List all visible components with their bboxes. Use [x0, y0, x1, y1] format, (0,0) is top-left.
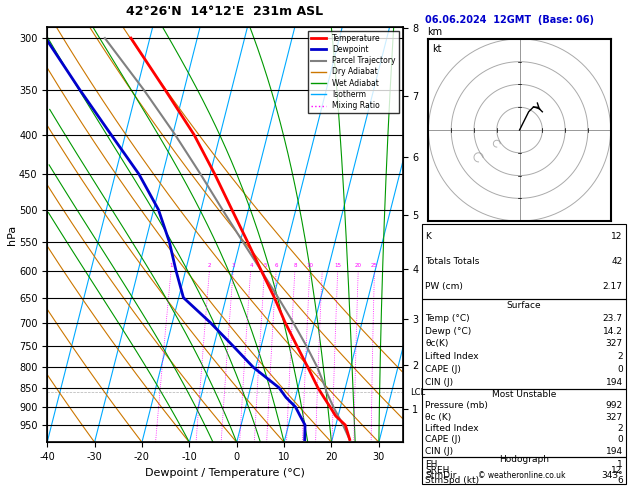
Text: StmDir: StmDir: [425, 471, 457, 480]
Text: 6: 6: [275, 262, 278, 268]
Text: 06.06.2024  12GMT  (Base: 06): 06.06.2024 12GMT (Base: 06): [425, 15, 594, 25]
Text: Hodograph: Hodograph: [499, 455, 549, 464]
Text: Totals Totals: Totals Totals: [425, 257, 479, 266]
Text: 25: 25: [371, 262, 378, 268]
Text: 2: 2: [617, 424, 623, 433]
Text: 15: 15: [335, 262, 342, 268]
Text: CAPE (J): CAPE (J): [425, 435, 461, 444]
Legend: Temperature, Dewpoint, Parcel Trajectory, Dry Adiabat, Wet Adiabat, Isotherm, Mi: Temperature, Dewpoint, Parcel Trajectory…: [308, 31, 399, 113]
Text: 327: 327: [606, 339, 623, 348]
Text: 194: 194: [606, 447, 623, 456]
Text: 1: 1: [617, 460, 623, 469]
Text: 1: 1: [170, 262, 174, 268]
Text: Dewp (°C): Dewp (°C): [425, 327, 472, 335]
Text: 4: 4: [249, 262, 253, 268]
Text: © weatheronline.co.uk: © weatheronline.co.uk: [478, 471, 566, 480]
Text: 42°26'N  14°12'E  231m ASL: 42°26'N 14°12'E 231m ASL: [126, 5, 323, 18]
Text: 3: 3: [232, 262, 235, 268]
Text: kt: kt: [432, 44, 442, 54]
Text: θᴄ (K): θᴄ (K): [425, 413, 452, 422]
Text: θᴄ(K): θᴄ(K): [425, 339, 448, 348]
Text: 20: 20: [355, 262, 362, 268]
Text: Most Unstable: Most Unstable: [492, 390, 556, 399]
Text: 12: 12: [611, 232, 623, 241]
Text: Surface: Surface: [506, 301, 542, 310]
Text: 14.2: 14.2: [603, 327, 623, 335]
Text: PW (cm): PW (cm): [425, 282, 463, 291]
Text: 8: 8: [293, 262, 297, 268]
Text: Temp (°C): Temp (°C): [425, 313, 470, 323]
Text: 327: 327: [606, 413, 623, 422]
Text: 343°: 343°: [601, 471, 623, 480]
Y-axis label: hPa: hPa: [8, 225, 18, 244]
Text: Pressure (mb): Pressure (mb): [425, 401, 488, 410]
Text: 0: 0: [617, 365, 623, 374]
Text: SREH: SREH: [425, 466, 450, 475]
Text: 194: 194: [606, 378, 623, 387]
Text: CIN (J): CIN (J): [425, 447, 454, 456]
Text: 42: 42: [611, 257, 623, 266]
Text: LCL: LCL: [409, 388, 425, 397]
Text: 992: 992: [606, 401, 623, 410]
Text: CAPE (J): CAPE (J): [425, 365, 461, 374]
Text: Lifted Index: Lifted Index: [425, 424, 479, 433]
Text: 23.7: 23.7: [603, 313, 623, 323]
Text: 2.17: 2.17: [603, 282, 623, 291]
Text: CIN (J): CIN (J): [425, 378, 454, 387]
Text: K: K: [425, 232, 431, 241]
Text: Lifted Index: Lifted Index: [425, 352, 479, 361]
Text: 12: 12: [611, 466, 623, 475]
Text: 2: 2: [617, 352, 623, 361]
Text: 5: 5: [263, 262, 267, 268]
Text: 10: 10: [306, 262, 313, 268]
Text: 2: 2: [208, 262, 211, 268]
X-axis label: Dewpoint / Temperature (°C): Dewpoint / Temperature (°C): [145, 468, 305, 478]
Text: StmSpd (kt): StmSpd (kt): [425, 476, 479, 486]
Text: 0: 0: [617, 435, 623, 444]
Text: km
ASL: km ASL: [428, 27, 446, 48]
Text: 6: 6: [617, 476, 623, 486]
Text: EH: EH: [425, 460, 438, 469]
